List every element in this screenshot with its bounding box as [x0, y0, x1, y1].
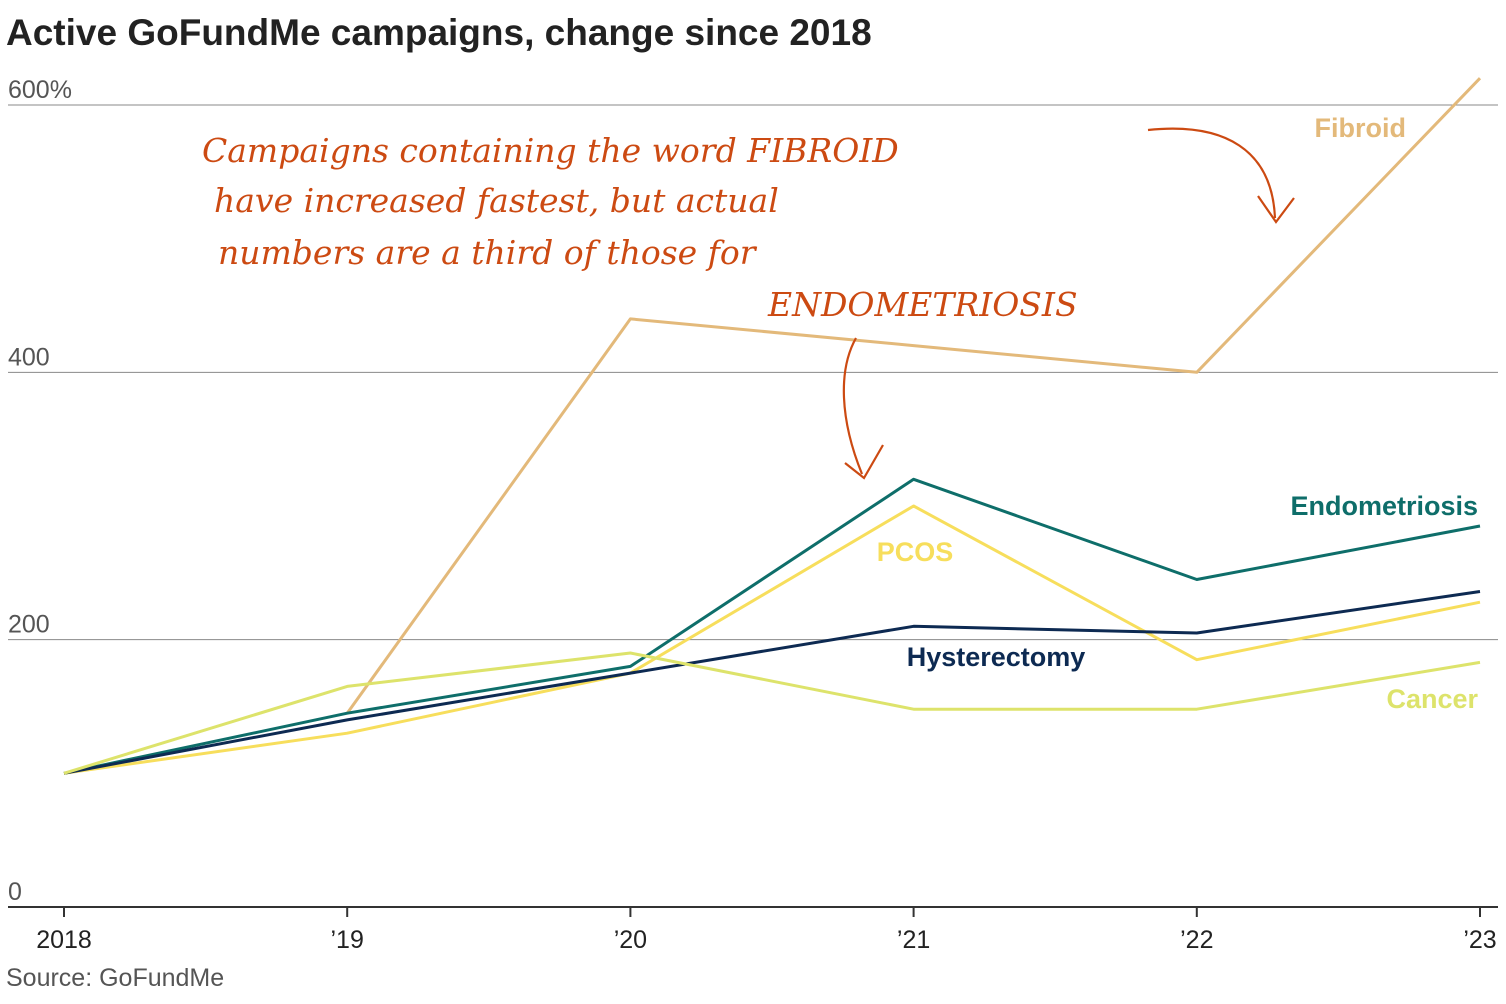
- chart-title: Active GoFundMe campaigns, change since …: [6, 12, 872, 53]
- x-tick-label: ’22: [1180, 926, 1213, 954]
- x-tick-label: ’20: [614, 926, 647, 954]
- series-label-cancer: Cancer: [1386, 684, 1478, 714]
- series-line-hysterectomy: [63, 590, 1481, 775]
- y-tick-label-600: 600%: [8, 76, 72, 104]
- y-axis-ticks: 600% 400 200 0: [8, 76, 72, 906]
- series-label-endometriosis: Endometriosis: [1290, 491, 1478, 521]
- gridlines: [8, 104, 1498, 641]
- series-label-pcos: PCOS: [877, 537, 954, 567]
- x-tick-label: ’19: [331, 926, 364, 954]
- x-tick-label: 2018: [36, 926, 92, 954]
- series-lines: [63, 77, 1482, 775]
- y-tick-label-0: 0: [8, 878, 22, 906]
- x-tick-label: ’23: [1463, 926, 1496, 954]
- series-labels: Fibroid Endometriosis PCOS Hysterectomy Canc…: [877, 113, 1479, 714]
- annotation-line-2: have increased fastest, but actual: [214, 181, 779, 220]
- arrow-to-fibroid-line: [1147, 127, 1277, 219]
- arrowhead-endometriosis: [844, 444, 884, 480]
- arrow-to-endometriosis-peak: [842, 337, 864, 475]
- annotation-line-1: Campaigns containing the word FIBROID: [202, 131, 899, 170]
- x-axis: 2018 ’19 ’20 ’21 ’22 ’23: [8, 906, 1498, 954]
- series-label-hysterectomy: Hysterectomy: [907, 642, 1086, 672]
- arrowhead-fibroid: [1257, 195, 1295, 224]
- y-tick-label-400: 400: [8, 343, 50, 371]
- annotation-line-4: ENDOMETRIOSIS: [767, 285, 1078, 324]
- series-label-fibroid: Fibroid: [1315, 113, 1406, 143]
- series-line-fibroid: [345, 77, 1482, 715]
- annotation-line-3: numbers are a third of those for: [218, 233, 758, 272]
- source-note: Source: GoFundMe: [6, 964, 225, 992]
- y-tick-label-200: 200: [8, 611, 50, 639]
- series-line-pcos: [63, 504, 1481, 775]
- series-line-cancer: [63, 651, 1481, 775]
- handwritten-annotation: Campaigns containing the word FIBROID hav…: [202, 127, 1295, 480]
- x-tick-label: ’21: [897, 926, 930, 954]
- series-line-endometriosis: [63, 477, 1481, 775]
